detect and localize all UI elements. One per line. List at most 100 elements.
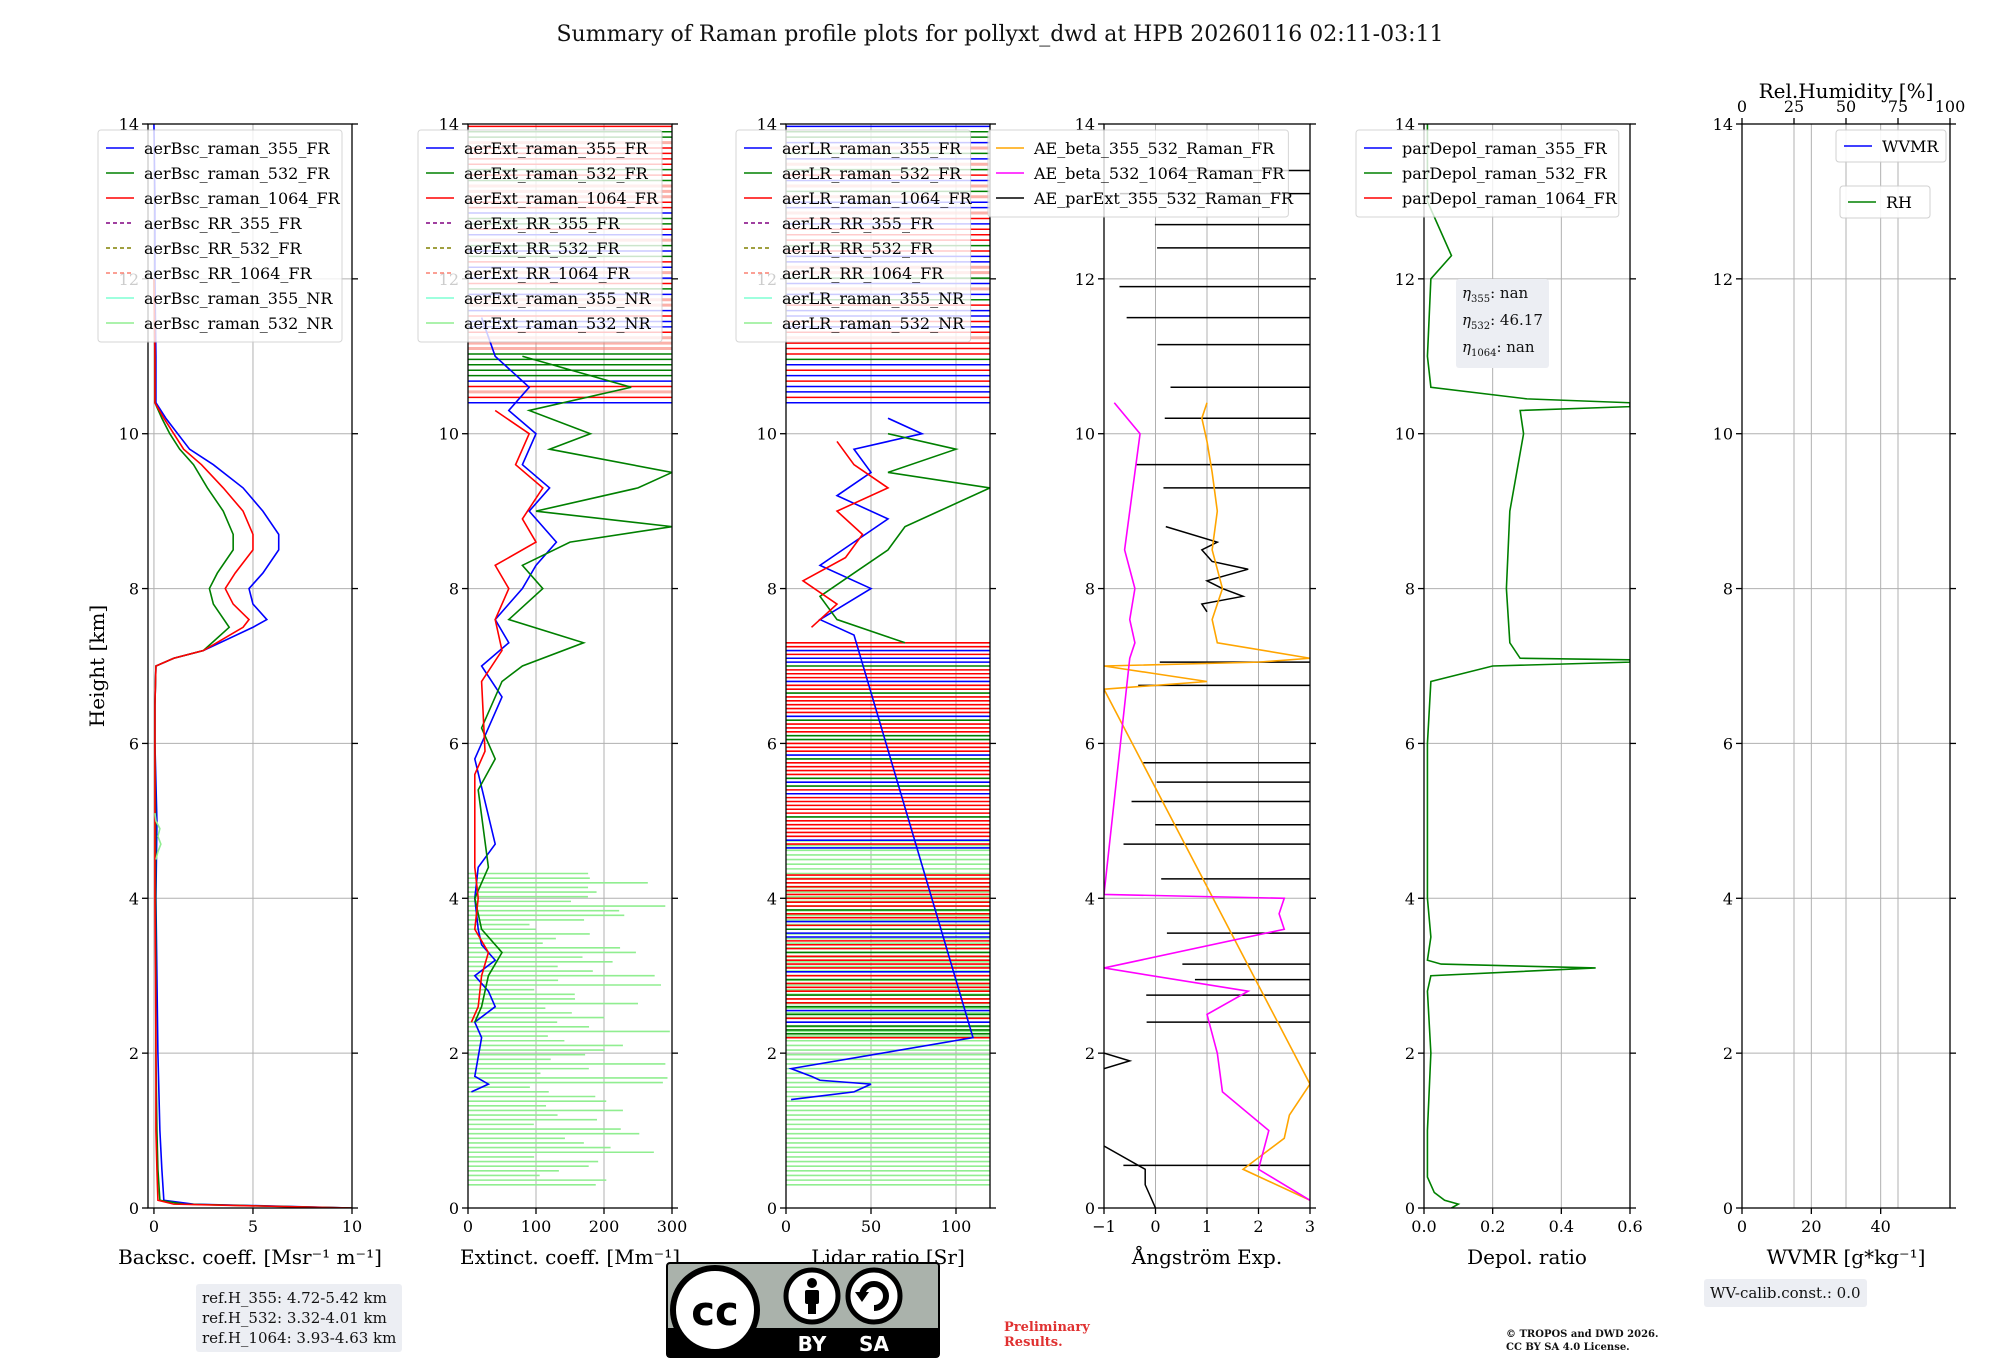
ytick-label: 6 xyxy=(767,734,777,753)
legend-label: aerBsc_RR_1064_FR xyxy=(144,264,313,283)
top-xtick-label: 75 xyxy=(1888,97,1908,116)
series-aerExt_raman_355_FR xyxy=(471,317,558,1093)
legend-label: aerBsc_RR_532_FR xyxy=(144,239,302,258)
ref-height-355: ref.H_355: 4.72-5.42 km xyxy=(202,1289,387,1307)
ytick-label: 8 xyxy=(1085,580,1095,599)
xtick-label: 0.2 xyxy=(1480,1217,1505,1236)
series-aerBsc_raman_1064_FR xyxy=(153,278,352,1208)
ytick-label: 10 xyxy=(757,425,777,444)
legend-box xyxy=(1355,129,1620,218)
xtick-label: 200 xyxy=(589,1217,620,1236)
legend-label: aerLR_raman_355_FR xyxy=(782,139,962,158)
ytick-label: 8 xyxy=(129,580,139,599)
ytick-label: 8 xyxy=(449,580,459,599)
series-aerExt_raman_1064_FR xyxy=(470,409,544,1023)
ytick-label: 4 xyxy=(129,889,139,908)
ytick-label: 4 xyxy=(1085,889,1095,908)
panel-backscatter: 024681012140510Backsc. coeff. [Msr⁻¹ m⁻¹… xyxy=(97,115,382,1269)
eta-355: η355: nan xyxy=(1462,284,1529,305)
top-xtick-label: 50 xyxy=(1836,97,1856,116)
axes-frame xyxy=(1423,123,1631,1209)
legend-label: aerLR_raman_532_FR xyxy=(782,164,962,183)
top-xtick-label: 25 xyxy=(1784,97,1804,116)
legend-label: aerBsc_raman_532_NR xyxy=(144,314,333,333)
ytick-label: 10 xyxy=(1395,425,1415,444)
eta-box: η355: nan η532: 46.17 η1064: nan xyxy=(1456,279,1549,368)
ytick-label: 14 xyxy=(757,115,777,134)
legend-label: AE_beta_355_532_Raman_FR xyxy=(1033,139,1275,158)
xaxis-label: Extinct. coeff. [Mm⁻¹] xyxy=(460,1245,680,1269)
xtick-label: 3 xyxy=(1305,1217,1315,1236)
legend-label: aerExt_RR_1064_FR xyxy=(464,264,631,283)
xaxis-label: WVMR [g*kg⁻¹] xyxy=(1767,1245,1926,1269)
ytick-label: 8 xyxy=(1723,580,1733,599)
ytick-label: 0 xyxy=(1405,1199,1415,1218)
legend-box xyxy=(1839,185,1931,219)
yaxis-label: Height [km] xyxy=(85,605,109,727)
legend-label: aerExt_RR_532_FR xyxy=(464,239,621,258)
cc-license-badge: cc BY SA xyxy=(666,1262,940,1358)
ytick-label: 6 xyxy=(449,734,459,753)
xtick-label: 0.6 xyxy=(1617,1217,1642,1236)
ytick-label: 14 xyxy=(1713,115,1733,134)
ytick-label: 2 xyxy=(1085,1044,1095,1063)
panel-lidar_ratio: 02468101214050100Lidar ratio [Sr]aerLR_r… xyxy=(735,115,996,1269)
ytick-label: 10 xyxy=(1713,425,1733,444)
legend-label: aerExt_raman_532_FR xyxy=(464,164,649,183)
top-xaxis-label: Rel.Humidity [%] xyxy=(1759,79,1934,103)
legend-label: parDepol_raman_532_FR xyxy=(1402,164,1608,183)
legend-label: parDepol_raman_355_FR xyxy=(1402,139,1608,158)
legend-label: RH xyxy=(1886,193,1912,212)
legend-label: AE_beta_532_1064_Raman_FR xyxy=(1033,164,1285,183)
xtick-label: 0 xyxy=(781,1217,791,1236)
legend-label: aerBsc_raman_355_FR xyxy=(144,139,330,158)
legend-label: aerBsc_raman_355_NR xyxy=(144,289,333,308)
xtick-label: 0.0 xyxy=(1411,1217,1436,1236)
series-aerExt_raman_532_FR xyxy=(473,355,672,1023)
wv-calib-box: WV-calib.const.: 0.0 xyxy=(1704,1279,1867,1307)
xtick-label: 0 xyxy=(149,1217,159,1236)
xtick-label: 0 xyxy=(1737,1217,1747,1236)
ae-parext-low xyxy=(1104,1145,1157,1208)
ytick-label: 6 xyxy=(1405,734,1415,753)
cc-sa-text: SA xyxy=(859,1332,889,1356)
ytick-label: 14 xyxy=(1395,115,1415,134)
axes-frame xyxy=(147,123,353,1209)
ytick-label: 8 xyxy=(767,580,777,599)
wv-calib-text: WV-calib.const.: 0.0 xyxy=(1710,1284,1861,1302)
series-parDepol_raman_532_FR xyxy=(1426,124,1630,1208)
ytick-label: 2 xyxy=(449,1044,459,1063)
xtick-label: 50 xyxy=(861,1217,881,1236)
xtick-label: 100 xyxy=(521,1217,552,1236)
figure-title: Summary of Raman profile plots for polly… xyxy=(556,22,1444,47)
streaks-angstrom xyxy=(1104,169,1310,1208)
series-aerBsc_raman_532_NR xyxy=(154,813,162,860)
ytick-label: 0 xyxy=(449,1199,459,1218)
ytick-label: 10 xyxy=(1075,425,1095,444)
legend-label: aerExt_RR_355_FR xyxy=(464,214,621,233)
legend-box xyxy=(735,129,972,343)
ytick-label: 2 xyxy=(129,1044,139,1063)
xtick-label: −1 xyxy=(1092,1217,1116,1236)
xtick-label: 2 xyxy=(1253,1217,1263,1236)
cc-by-text: BY xyxy=(798,1332,827,1356)
panel-depol: 0 2 4 6 8 10 12 14 0.0 0.2 0.4 0.6 Depol. ratio parDe… xyxy=(1355,115,1643,1269)
legend-label: aerExt_raman_1064_FR xyxy=(464,189,659,208)
legend-label: aerLR_RR_532_FR xyxy=(782,239,934,258)
series-AE_beta_532_1064_Raman_FR xyxy=(1104,402,1310,1201)
series-aerLR_raman_1064_FR xyxy=(801,440,890,628)
legend-label: aerLR_raman_1064_FR xyxy=(782,189,972,208)
ytick-label: 10 xyxy=(119,425,139,444)
ytick-label: 14 xyxy=(439,115,459,134)
xtick-label: 0.4 xyxy=(1549,1217,1574,1236)
eta-1064: η1064: nan xyxy=(1462,338,1535,359)
streaks-lidar_ratio xyxy=(786,125,990,1186)
ytick-label: 0 xyxy=(1723,1199,1733,1218)
streaks-depol xyxy=(1426,124,1630,1208)
ytick-label: 2 xyxy=(1723,1044,1733,1063)
ytick-label: 0 xyxy=(1085,1199,1095,1218)
ytick-label: 2 xyxy=(1405,1044,1415,1063)
preliminary-note: Preliminary Results. xyxy=(1004,1320,1090,1350)
legend-label: aerLR_raman_532_NR xyxy=(782,314,965,333)
